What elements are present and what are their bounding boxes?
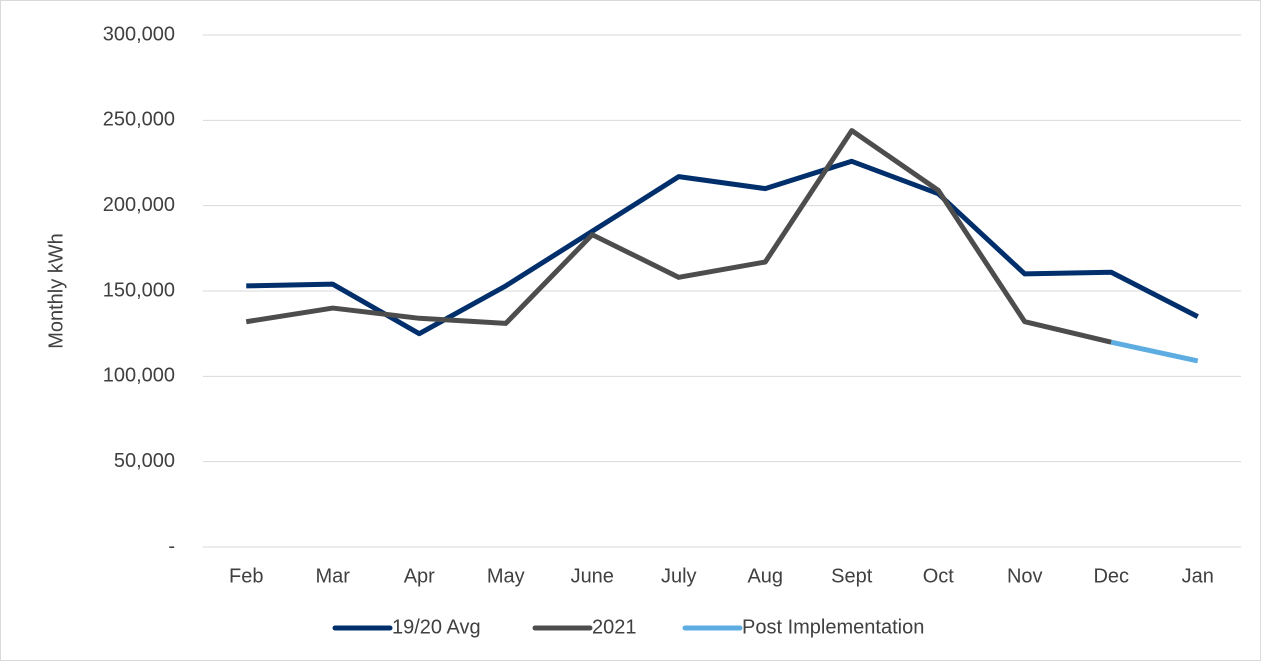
x-tick-label: Mar [316, 565, 351, 587]
x-tick-label: Jan [1182, 565, 1214, 587]
y-tick-label: 200,000 [103, 194, 175, 216]
y-tick-label: - [168, 535, 175, 557]
x-tick-label: Sept [831, 565, 873, 587]
series-line [1110, 339, 1199, 364]
x-tick-label: Apr [404, 565, 435, 587]
y-axis-label: Monthly kWh [45, 233, 67, 349]
x-tick-label: Dec [1093, 565, 1129, 587]
x-tick-label: Aug [747, 565, 783, 587]
y-tick-label: 150,000 [103, 279, 175, 301]
x-tick-label: July [661, 565, 697, 587]
y-tick-label: 100,000 [103, 365, 175, 387]
x-tick-label: June [571, 565, 614, 587]
series-line [245, 128, 1112, 345]
x-tick-label: May [487, 565, 525, 587]
legend-label: Post Implementation [742, 616, 924, 638]
y-tick-label: 50,000 [114, 450, 175, 472]
series-line [246, 158, 1199, 337]
legend-label: 2021 [592, 616, 637, 638]
legend-label: 19/20 Avg [392, 616, 481, 638]
x-tick-label: Oct [923, 565, 955, 587]
y-tick-label: 250,000 [103, 109, 175, 131]
x-tick-label: Feb [229, 565, 263, 587]
x-tick-label: Nov [1007, 565, 1043, 587]
y-tick-label: 300,000 [103, 23, 175, 45]
